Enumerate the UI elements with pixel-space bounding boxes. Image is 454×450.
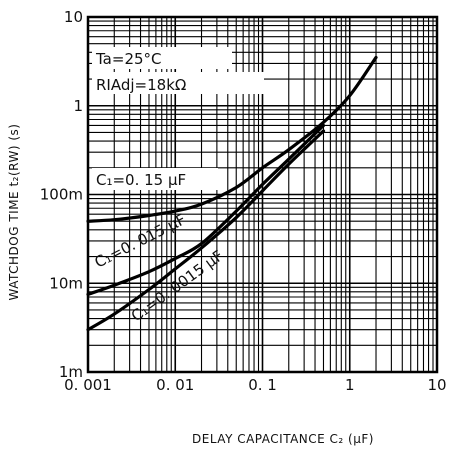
series-line-1 [86,55,378,223]
tick-labels: 0. 001 0. 01 0. 1 1 10 10 1 100m 10m 1m [40,8,447,394]
series-label-1: C₁=0. 15 μF [96,171,186,189]
x-tick-label: 1 [345,376,355,394]
series-line-3 [86,129,326,332]
x-tick-label: 0. 01 [156,376,194,394]
series-label-bg-1 [92,168,218,190]
annotation-box-2 [92,72,264,94]
x-tick-label: 0. 1 [248,376,277,394]
annotation-box-1 [92,47,232,69]
x-axis-title: DELAY CAPACITANCE C₂ (μF) [192,432,374,446]
y-tick-label: 1 [73,97,83,115]
annotation-riadj: RIAdj=18kΩ [96,76,186,94]
y-tick-label: 1m [59,363,83,381]
y-tick-label: 10m [49,274,83,292]
y-axis-title: WATCHDOG TIME t₂(RW) (s) [7,124,21,301]
series-line-2 [86,123,326,296]
x-tick-label: 10 [427,376,446,394]
y-tick-label: 10 [64,8,83,26]
y-tick-label: 100m [40,186,83,204]
series-layer [86,55,378,332]
plot-frame [86,15,439,374]
annotation-ta: Ta=25°C [95,50,162,68]
x-tick-label: 0. 001 [64,376,112,394]
